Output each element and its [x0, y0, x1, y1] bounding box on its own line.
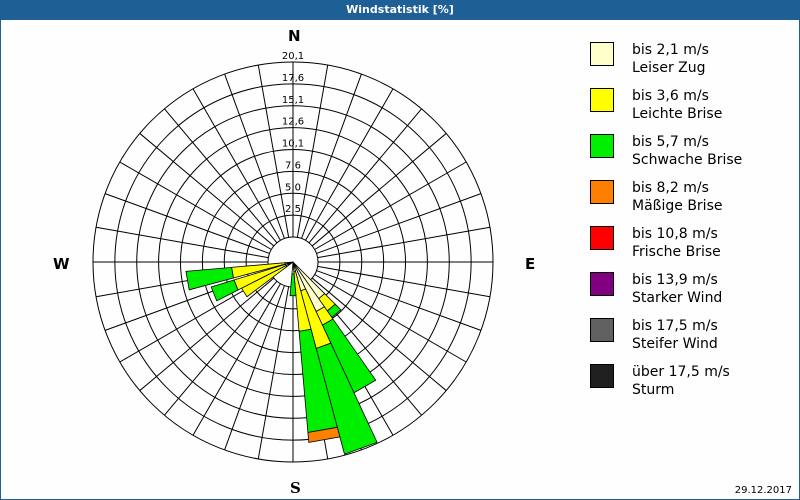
- legend-swatch: [590, 226, 614, 250]
- legend-range: über 17,5 m/s: [632, 364, 730, 380]
- legend-range: bis 17,5 m/s: [632, 318, 718, 334]
- chart-title: Windstatistik [%]: [0, 0, 800, 20]
- radial-tick-labels: 2,5 5,0 7,6 10,1 12,6 15,1 17,6 20,1: [282, 51, 304, 215]
- legend-range: bis 2,1 m/s: [632, 42, 709, 58]
- south-label: S: [290, 479, 301, 497]
- legend-name: Frische Brise: [632, 244, 721, 260]
- wind-petals: [185, 261, 378, 455]
- svg-text:15,1: 15,1: [282, 95, 304, 106]
- legend-range: bis 3,6 m/s: [632, 88, 709, 104]
- wind-rose-chart: 2,5 5,0 7,6 10,1 12,6 15,1 17,6 20,1: [92, 51, 494, 463]
- legend-name: Mäßige Brise: [632, 198, 723, 214]
- legend-name: Schwache Brise: [632, 152, 743, 168]
- legend-range: bis 5,7 m/s: [632, 134, 709, 150]
- svg-text:12,6: 12,6: [282, 117, 304, 128]
- legend-name: Steifer Wind: [632, 336, 718, 352]
- svg-text:20,1: 20,1: [282, 51, 304, 62]
- legend-swatch: [590, 364, 614, 388]
- svg-text:17,6: 17,6: [282, 73, 304, 84]
- legend-swatch: [590, 42, 614, 66]
- legend-range: bis 13,9 m/s: [632, 272, 718, 288]
- svg-text:7,6: 7,6: [285, 160, 301, 171]
- legend-name: Leichte Brise: [632, 106, 723, 122]
- polar-grid: [92, 61, 494, 463]
- svg-text:2,5: 2,5: [285, 204, 301, 215]
- legend-name: Starker Wind: [632, 290, 723, 306]
- legend-swatch: [590, 134, 614, 158]
- legend-swatch: [590, 272, 614, 296]
- legend-name: Leiser Zug: [632, 60, 706, 76]
- legend-swatch: [590, 180, 614, 204]
- svg-text:5,0: 5,0: [285, 182, 301, 193]
- legend-swatch: [590, 318, 614, 342]
- legend-range: bis 8,2 m/s: [632, 180, 709, 196]
- legend-range: bis 10,8 m/s: [632, 226, 718, 242]
- date-label: 29.12.2017: [734, 485, 792, 496]
- legend-name: Sturm: [632, 382, 675, 398]
- east-label: E: [525, 255, 536, 273]
- svg-text:10,1: 10,1: [282, 139, 304, 150]
- west-label: W: [53, 255, 70, 273]
- legend-swatch: [590, 88, 614, 112]
- north-label: N: [288, 27, 301, 45]
